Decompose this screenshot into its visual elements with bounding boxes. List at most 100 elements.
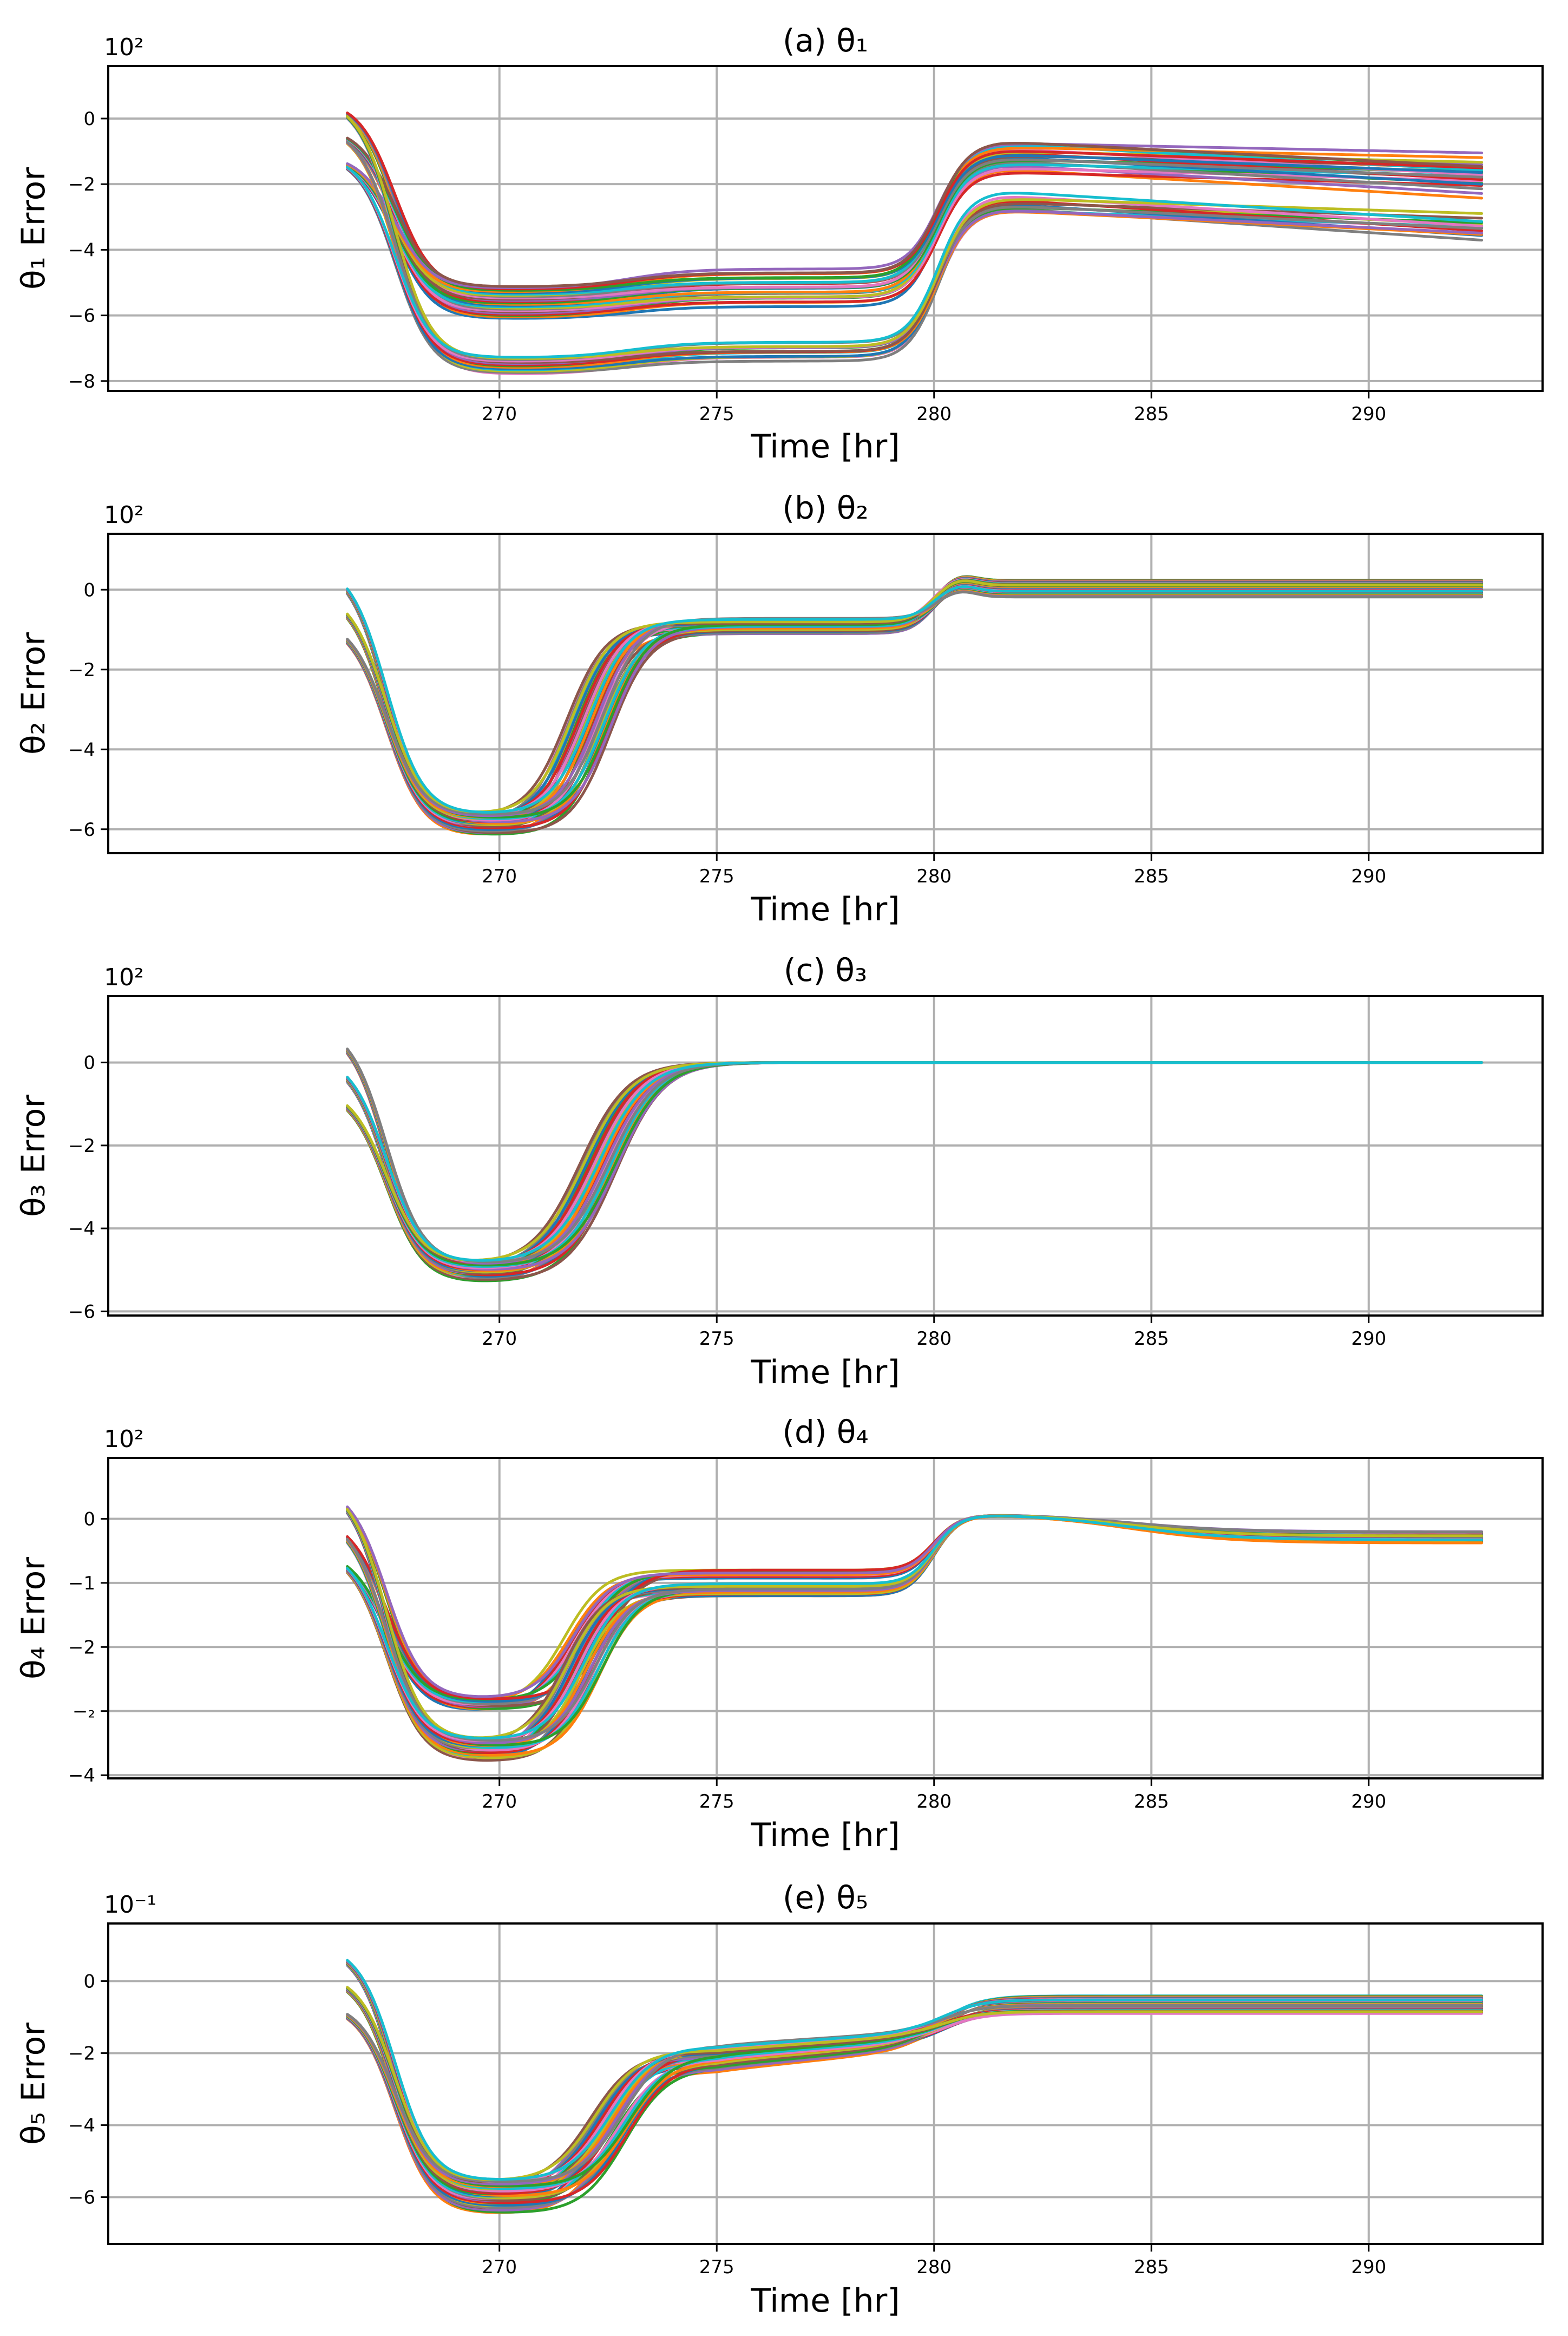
panel-c-scale-label: 10²: [104, 964, 144, 991]
panel-a: 270 275 280 285 290 0 −2 −4 −6 −8 (a) θ₁ 10² Time…: [15, 22, 1544, 466]
y-tick-label: −1: [68, 1573, 95, 1594]
y-tick-label: −6: [68, 819, 95, 841]
panel-b-xlabel: Time [hr]: [750, 891, 900, 928]
series-line: [346, 115, 1484, 360]
series-line: [346, 112, 1484, 298]
panel-a-frame: [107, 65, 1544, 392]
panel-a-ylabel: θ₁ Error: [15, 167, 53, 290]
y-tick-label: −2: [68, 1135, 95, 1157]
panel-e: 270 275 280 285 290 0 −2 −4 −6 (e) θ₅ 10⁻¹ Time …: [15, 1879, 1544, 2320]
series-line: [346, 585, 1484, 814]
y-tick-label: 0: [83, 1052, 95, 1074]
panel-d-title: (d) θ₄: [782, 1414, 868, 1450]
series-line: [346, 1514, 1484, 1742]
panel-e-xlabel: Time [hr]: [750, 2282, 900, 2320]
x-tick-label: 290: [1351, 1328, 1386, 1350]
panel-b-frame: [107, 533, 1544, 854]
panel-e-ylabel: θ₅ Error: [15, 2023, 53, 2145]
panel-b-ylabel: θ₂ Error: [15, 632, 53, 755]
series-line: [346, 1508, 1484, 1739]
y-tick-label: 0: [83, 108, 95, 130]
panel-a-xlabel: Time [hr]: [750, 428, 900, 466]
series-line: [346, 166, 1484, 359]
panel-a-ticks: 270 275 280 285 290 0 −2 −4 −6 −8: [68, 108, 1386, 425]
panel-e-title: (e) θ₅: [783, 1879, 868, 1916]
y-tick-label: −₂: [73, 1701, 95, 1723]
panel-b-scale-label: 10²: [104, 501, 144, 529]
y-tick-label: −4: [68, 2115, 95, 2136]
x-tick-label: 280: [916, 1328, 952, 1350]
x-tick-label: 285: [1134, 866, 1169, 887]
panel-e-scale-label: 10⁻¹: [104, 1891, 156, 1919]
panel-a-lines: [346, 112, 1484, 375]
series-line: [346, 168, 1484, 374]
panel-d-ticks: 270 275 280 285 290 0 −1 −2 −₂ −4: [68, 1508, 1386, 1812]
y-tick-label: −4: [68, 1765, 95, 1787]
x-tick-label: 285: [1134, 2256, 1169, 2278]
y-tick-label: −2: [68, 2043, 95, 2064]
x-tick-label: 275: [699, 2256, 734, 2278]
y-tick-label: −4: [68, 739, 95, 761]
x-tick-label: 275: [699, 866, 734, 887]
panel-d-frame: [107, 1457, 1544, 1779]
x-tick-label: 275: [699, 1791, 734, 1812]
panel-c-frame: [107, 995, 1544, 1317]
panel-c: 270 275 280 285 290 0 −2 −4 −6 (c) θ₃ 10² Time […: [15, 952, 1544, 1391]
x-tick-label: 290: [1351, 1791, 1386, 1812]
x-tick-label: 270: [482, 1791, 517, 1812]
panel-c-lines: [346, 1048, 1484, 1282]
y-tick-label: −6: [68, 305, 95, 327]
panel-b-ticks: 270 275 280 285 290 0 −2 −4 −6: [68, 579, 1386, 887]
series-line: [346, 136, 1484, 288]
panel-e-frame: [107, 1922, 1544, 2245]
panel-c-ticks: 270 275 280 285 290 0 −2 −4 −6: [68, 1052, 1386, 1350]
x-tick-label: 280: [916, 403, 952, 425]
y-tick-label: −2: [68, 174, 95, 195]
series-line: [346, 159, 1484, 305]
x-tick-label: 270: [482, 1328, 517, 1350]
y-tick-label: −6: [68, 2187, 95, 2209]
x-tick-label: 270: [482, 866, 517, 887]
y-tick-label: −6: [68, 1301, 95, 1323]
panel-d-ylabel: θ₄ Error: [15, 1557, 53, 1679]
x-tick-label: 285: [1134, 403, 1169, 425]
panel-d-scale-label: 10²: [104, 1425, 144, 1453]
x-tick-label: 280: [916, 2256, 952, 2278]
panel-d-xlabel: Time [hr]: [750, 1816, 900, 1854]
y-tick-label: 0: [83, 1971, 95, 1992]
x-tick-label: 285: [1134, 1328, 1169, 1350]
series-line: [346, 112, 1484, 295]
series-line: [346, 1986, 1484, 2181]
panel-d-lines: [346, 1505, 1484, 1762]
panel-b: 270 275 280 285 290 0 −2 −4 −6 (b) θ₂ 10² Time […: [15, 489, 1544, 928]
panel-c-title: (c) θ₃: [784, 952, 867, 989]
panel-a-title: (a) θ₁: [783, 22, 868, 59]
x-tick-label: 280: [916, 866, 952, 887]
x-tick-label: 270: [482, 403, 517, 425]
panel-b-lines: [346, 575, 1484, 836]
panel-a-scale-label: 10²: [104, 34, 144, 61]
x-tick-label: 290: [1351, 866, 1386, 887]
panel-c-xlabel: Time [hr]: [750, 1353, 900, 1391]
series-line: [346, 1061, 1484, 1262]
y-tick-label: −2: [68, 1637, 95, 1658]
series-line: [346, 165, 1484, 316]
series-line: [346, 165, 1484, 312]
y-tick-label: 0: [83, 1508, 95, 1530]
panel-e-lines: [346, 1959, 1484, 2214]
y-tick-label: 0: [83, 579, 95, 601]
series-line: [346, 1515, 1484, 1740]
series-line: [346, 163, 1484, 309]
x-tick-label: 270: [482, 2256, 517, 2278]
panel-b-title: (b) θ₂: [782, 489, 868, 526]
y-tick-label: −8: [68, 371, 95, 392]
x-tick-label: 275: [699, 1328, 734, 1350]
y-tick-label: −4: [68, 1218, 95, 1240]
y-tick-label: −4: [68, 239, 95, 261]
panel-e-ticks: 270 275 280 285 290 0 −2 −4 −6: [68, 1971, 1386, 2278]
x-tick-label: 275: [699, 403, 734, 425]
x-tick-label: 285: [1134, 1791, 1169, 1812]
panel-c-ylabel: θ₃ Error: [15, 1095, 53, 1217]
